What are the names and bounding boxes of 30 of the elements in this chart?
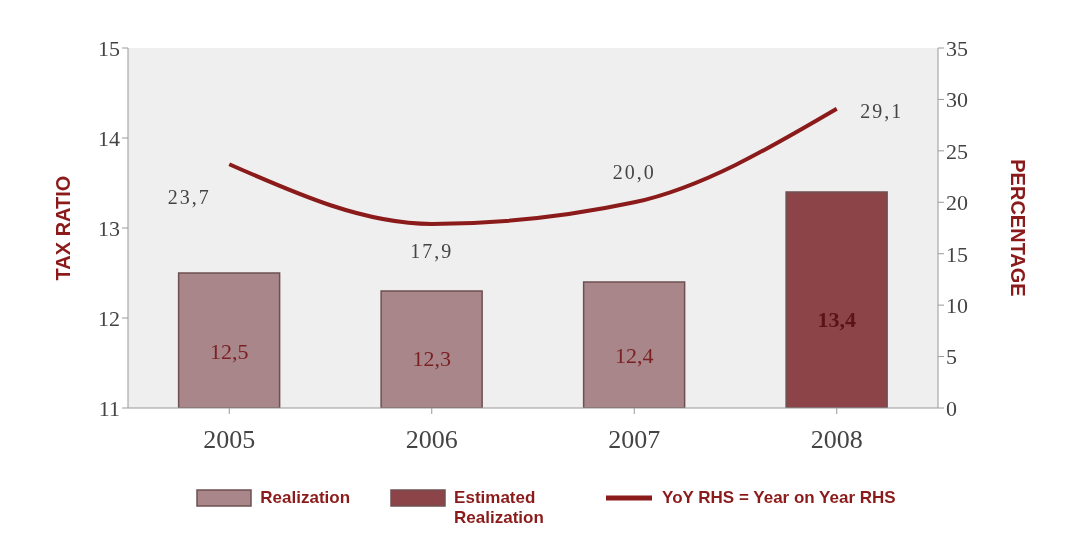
- y2-tick-label: 10: [946, 292, 968, 318]
- data-label: 17,9: [410, 240, 454, 263]
- data-label: 23,7: [167, 185, 211, 208]
- y2-tick-label: 15: [946, 241, 968, 267]
- data-label: 29,1: [860, 100, 904, 123]
- y-tick-label: 13: [98, 215, 120, 241]
- data-label: 12,5: [209, 339, 249, 365]
- y2-tick-label: 25: [946, 138, 968, 164]
- y2-tick-label: 0: [946, 395, 957, 421]
- x-tick-label: 2007: [608, 425, 661, 455]
- line-series: [227, 106, 839, 226]
- y-tick-label: 14: [98, 125, 120, 151]
- x-tick-label: 2005: [203, 425, 256, 455]
- y2-tick-label: 5: [946, 344, 957, 370]
- data-label: 12,4: [614, 342, 654, 368]
- data-label: 20,0: [612, 160, 656, 183]
- y2-tick-label: 35: [946, 35, 968, 61]
- y-tick-label: 11: [98, 395, 120, 421]
- x-tick-label: 2008: [810, 425, 863, 455]
- y-tick-label: 15: [98, 35, 120, 61]
- y2-tick-label: 30: [946, 87, 968, 113]
- y2-tick-label: 20: [946, 190, 968, 216]
- legend-label: Realization: [260, 488, 351, 508]
- legend-label: Estimated Realization: [454, 488, 545, 528]
- y-tick-label: 12: [98, 305, 120, 331]
- y2-axis-title: PERCENTAGE: [1006, 159, 1029, 297]
- legend-label: YoY RHS = Year on Year RHS: [662, 488, 896, 508]
- data-label: 12,3: [412, 346, 451, 372]
- y-axis-title: TAX RATIO: [52, 175, 75, 281]
- x-tick-label: 2006: [405, 425, 458, 455]
